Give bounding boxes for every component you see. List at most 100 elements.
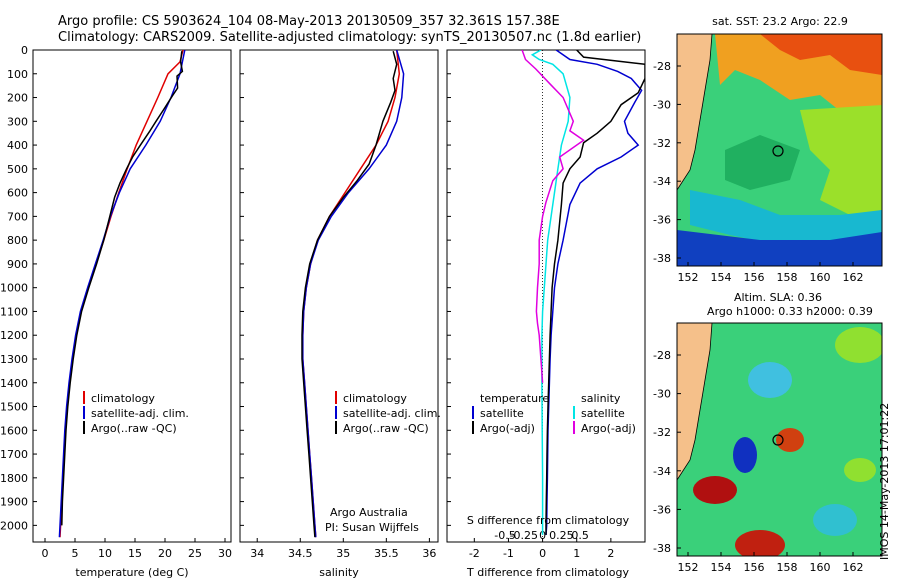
annotation-argo-australia: Argo Australia [330,506,408,519]
x-tick-label: 0 [539,547,546,560]
lon-tick-label: 154 [711,271,732,284]
sst-yellow-east [800,105,882,215]
legend-label-satellite-temp: satellite [480,407,524,420]
lon-tick-label: 156 [744,271,765,284]
top-tick-label: 0.25 [549,529,574,542]
depth-tick-label: 300 [7,115,28,128]
legend-label-argo-sal: Argo(-adj) [581,422,636,435]
difference-xlabel: T difference from climatology [466,566,629,579]
legend-label-argo: Argo(..raw -QC) [343,422,429,435]
temperature-legend: climatology satellite-adj. clim. Argo(..… [83,391,189,435]
x-tick-label: 1 [573,547,580,560]
legend-salinity-header: salinity [581,392,621,405]
sla-low-se [813,504,857,536]
depth-tick-label: 1700 [0,448,28,461]
imos-timestamp: IMOS 14-May-2013 17:01:22 [878,402,891,560]
x-tick-label: 34.5 [288,547,313,560]
depth-tick-label: 1500 [0,401,28,414]
sst-hot-north [760,34,882,75]
x-tick-label: -1 [503,547,514,560]
x-tick-label: 2 [607,547,614,560]
lat-tick-label: -38 [653,252,671,265]
depth-tick-label: 400 [7,139,28,152]
series-line-argo-salinity-diff [521,50,585,383]
sst-frame [676,33,883,267]
lon-tick-label: 162 [843,271,864,284]
sla-argo-marker [772,434,784,446]
temperature-lines [58,50,186,538]
top-tick-label: -0.25 [510,529,538,542]
salinity-x-axis: 34 34.5 35 35.5 36 [250,538,436,560]
top-tick-label: 0 [539,529,546,542]
top-tick-label: 0.5 [571,529,589,542]
legend-temperature-header: temperature [480,392,549,405]
sla-high-ne [835,327,882,363]
depth-tick-label: 800 [7,234,28,247]
depth-axis: 0 100 200 300 400 500 600 700 800 900 1000 1100 1200… [0,44,37,532]
top-tick-label: -0.5 [494,529,515,542]
legend-label-satellite-sal: satellite [581,407,625,420]
depth-tick-label: 900 [7,258,28,271]
sla-high-sw [693,476,737,504]
depth-tick-label: 1200 [0,329,28,342]
series-line-argo-adj [545,50,645,535]
lon-tick-label: 162 [843,561,864,574]
difference-panel: -2 -1 0 1 2 -0.5-0.25 0 0.250.5 temperature sat… [446,49,646,579]
plot-title-line-1: Argo profile: CS 5903624_104 08-May-2013… [58,14,560,29]
lon-tick-label: 158 [777,561,798,574]
series-line-satellite-adj-clim [58,50,186,538]
depth-tick-label: 1100 [0,305,28,318]
lat-tick-label: -38 [653,542,671,555]
depth-tick-label: 1600 [0,424,28,437]
lat-tick-label: -36 [653,214,671,227]
plot-title-line-2: Climatology: CARS2009. Satellite-adjuste… [58,30,642,45]
lon-tick-label: 152 [678,561,699,574]
legend-label-argo: Argo(..raw -QC) [91,422,177,435]
lon-tick-label: 152 [678,271,699,284]
sst-map-title: sat. SST: 23.2 Argo: 22.9 [712,15,848,28]
temperature-panel: 0100200300400500600700800900100011001200… [0,44,232,579]
annotation-pi: PI: Susan Wijffels [325,521,419,534]
sla-map-title-line-1: Altim. SLA: 0.36 [734,291,822,304]
salinity-axes-frame [239,49,439,543]
legend-label-satellite: satellite-adj. clim. [343,407,441,420]
difference-axes-frame [446,49,646,543]
sla-low-centre [733,437,757,473]
lat-tick-label: -30 [653,98,671,111]
sla-field [677,323,882,556]
sst-field [677,34,882,266]
legend-label-climatology: climatology [343,392,407,405]
sst-axis-ticks: 152 154 156 158 160 162 -28 -30 -32 -34 -36 -38 [653,60,863,284]
lat-tick-label: -28 [653,60,671,73]
series-line-satellite-adj-clim [302,50,405,538]
salinity-panel: 34 34.5 35 35.5 36 salinity climatology sate… [239,49,441,579]
lon-tick-label: 154 [711,561,732,574]
x-tick-label: 34 [250,547,264,560]
sst-argo-marker [772,145,784,157]
depth-tick-label: 1400 [0,377,28,390]
depth-tick-label: 1900 [0,496,28,509]
sst-eddy-core [725,135,800,190]
depth-tick-label: 700 [7,210,28,223]
difference-legend: temperature satellite Argo(-adj) salinit… [472,392,636,435]
x-tick-label: 30 [218,547,232,560]
salinity-lines [301,50,405,538]
sst-cold-south [677,230,882,266]
sla-high-centre [776,428,804,452]
sla-high-east [844,458,876,482]
legend-label-argo-temp: Argo(-adj) [480,422,535,435]
depth-tick-label: 1800 [0,472,28,485]
lat-tick-label: -30 [653,388,671,401]
difference-y-ticks [447,49,451,526]
x-tick-label: 35.5 [374,547,399,560]
x-tick-label: 5 [72,547,79,560]
lat-tick-label: -34 [653,175,671,188]
sst-land [677,34,713,191]
lat-tick-label: -32 [653,426,671,439]
sst-cool-band [690,190,882,245]
sst-map: sat. SST: 23.2 Argo: 22.9 152 154 156 158 16… [653,15,883,284]
salinity-y-ticks [240,49,244,526]
lat-tick-label: -32 [653,137,671,150]
depth-tick-label: 1300 [0,353,28,366]
sla-high-south [735,530,785,556]
